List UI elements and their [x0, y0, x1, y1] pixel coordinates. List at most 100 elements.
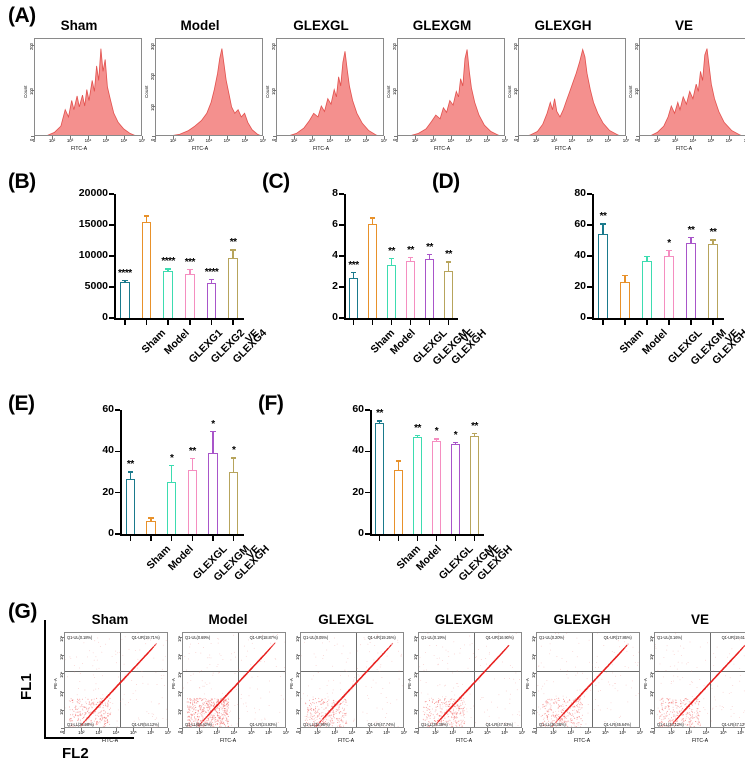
significance-marker: **	[471, 420, 478, 432]
error-bar-line	[150, 517, 152, 521]
scatter-y-tick-mark	[415, 636, 418, 638]
scatter-x-tick-label: 0	[62, 730, 66, 735]
y-tick-mark	[365, 450, 370, 453]
scatter-plot-area: Q1-UL(0.16%) Q1-UR(19.61%) Q1-LL(33.12%) Q1…	[654, 632, 745, 728]
bar	[619, 282, 631, 318]
histogram-x-tick-label: 10²	[169, 138, 177, 143]
scatter-x-tick-mark	[723, 728, 725, 731]
scatter-x-tick-label: 10⁶	[265, 730, 272, 735]
histogram-x-tick-label: 10⁷	[259, 138, 267, 143]
panel-letter-c: (C)	[262, 170, 290, 193]
panel-g-y-axis	[44, 620, 46, 738]
quadrant-label-ul: Q1-UL(0.18%)	[67, 634, 93, 640]
scatter-x-tick-label: 10⁴	[348, 730, 356, 735]
y-tick-label: 40	[574, 249, 586, 261]
histogram-x-tick-label: 10⁵	[223, 138, 231, 143]
flow-histogram-cell: VECount0100200010²10³10⁴10⁵10⁶10⁷FITC-A	[625, 18, 745, 163]
histogram-y-axis-label: Count	[386, 85, 391, 98]
error-bar-line	[602, 223, 604, 234]
bar	[707, 243, 719, 318]
histogram-x-tick-mark	[729, 136, 730, 139]
scatter-x-tick-mark	[622, 728, 624, 731]
y-axis-line	[370, 410, 372, 534]
histogram-x-tick-mark	[348, 136, 349, 139]
error-bar-cap	[148, 517, 154, 519]
quadrant-horizontal-gate	[65, 671, 167, 673]
error-bar-line	[212, 430, 214, 454]
error-bar-cap	[453, 441, 458, 444]
histogram-plot-area	[155, 38, 263, 136]
y-axis-line	[592, 194, 594, 318]
histogram-x-tick-mark	[590, 136, 591, 139]
error-bar-cap	[408, 256, 413, 259]
histogram-x-tick-label: 10⁶	[241, 138, 249, 143]
quadrant-label-ll: Q1-LL(25.98%)	[67, 722, 94, 727]
scatter-x-tick-mark	[536, 728, 537, 731]
scatter-plot-title: Sham	[91, 612, 129, 627]
y-tick-mark	[587, 193, 592, 195]
histogram-x-axis-label: FITC-A	[191, 146, 209, 152]
scatter-x-axis-label: FITC-A	[337, 738, 355, 744]
scatter-x-tick-label: 10²	[668, 730, 675, 735]
y-axis-line	[344, 194, 346, 318]
scatter-x-tick-mark	[352, 728, 353, 731]
x-category-label: Sham	[617, 327, 647, 356]
error-bar-cap	[165, 268, 171, 270]
scatter-y-tick-mark	[533, 673, 536, 675]
x-tick-mark	[473, 536, 476, 541]
histogram-x-tick-mark	[52, 136, 53, 139]
scatter-y-axis-label: PE-A	[53, 677, 58, 689]
histogram-y-axis-label: Count	[628, 85, 633, 98]
scatter-plot-area: Q1-UL(0.18%) Q1-UR(19.71%) Q1-LL(25.98%) Q1…	[64, 632, 168, 728]
significance-marker: **	[426, 241, 433, 253]
error-bar-cap	[370, 217, 375, 219]
scatter-x-tick-label: 10⁷	[400, 730, 408, 735]
bar	[187, 469, 198, 534]
quadrant-label-ul: Q1-UL(0.05%)	[303, 634, 329, 640]
histogram-x-tick-mark	[106, 136, 107, 139]
y-tick-mark	[587, 317, 592, 319]
quadrant-vertical-gate	[355, 633, 357, 727]
scatter-y-tick-mark	[61, 691, 64, 693]
significance-marker: *	[211, 418, 215, 430]
histogram-x-tick-mark	[451, 136, 452, 139]
bar	[597, 233, 609, 318]
histogram-curve	[528, 47, 620, 135]
histogram-x-tick-mark	[572, 136, 573, 139]
error-bar-line	[690, 236, 692, 243]
scatter-x-tick-label: 10³	[449, 730, 456, 735]
y-tick-label: 60	[574, 218, 586, 230]
histogram-x-tick-mark	[124, 136, 125, 139]
scatter-y-tick-mark	[533, 655, 536, 656]
quadrant-label-ur: Q1-UR(19.26%)	[367, 634, 396, 640]
x-axis-line	[114, 318, 244, 320]
chart-panel-c: 0 2 4 6 8 *** Sham Model ** GLEXGL ** GLEXGM ** GLEXG…	[282, 186, 488, 368]
error-bar-cap	[169, 464, 175, 467]
error-bar-line	[232, 249, 234, 259]
scatter-x-tick-label: 0	[534, 730, 538, 735]
scatter-x-tick-mark	[334, 728, 336, 731]
scatter-dot-cloud	[183, 634, 285, 727]
scatter-plot-area: Q1-UL(0.69%) Q1-UR(18.87%) Q1-LL(55.42%) Q1…	[182, 632, 286, 728]
x-tick-mark	[712, 320, 714, 325]
y-tick-mark	[109, 255, 114, 257]
histogram-plot-area	[518, 38, 626, 136]
histogram-x-tick-mark	[487, 136, 488, 139]
error-bar-cap	[472, 432, 477, 435]
histogram-x-tick-label: 10²	[411, 138, 419, 143]
chart-panel-f: 0 20 40 60 ** Sham Model ** GLEXGL * GLEXGM * GLEXGH…	[300, 402, 514, 584]
scatter-x-tick-mark	[268, 728, 270, 731]
error-bar-cap	[143, 215, 150, 217]
x-tick-mark	[409, 320, 412, 325]
scatter-x-tick-label: 10⁵	[483, 730, 491, 735]
bar	[425, 259, 434, 318]
significance-marker: **	[376, 408, 383, 420]
histogram-x-axis-label: FITC-A	[70, 146, 88, 152]
significance-marker: ****	[118, 267, 132, 279]
x-tick-mark	[212, 536, 214, 541]
quadrant-label-ur: Q1-UR(19.61%)	[721, 634, 745, 640]
histogram-x-tick-label: 10⁷	[501, 138, 509, 143]
x-category-label: Model	[165, 543, 196, 573]
scatter-x-tick-label: 10⁴	[702, 730, 710, 735]
x-tick-mark	[435, 536, 438, 541]
